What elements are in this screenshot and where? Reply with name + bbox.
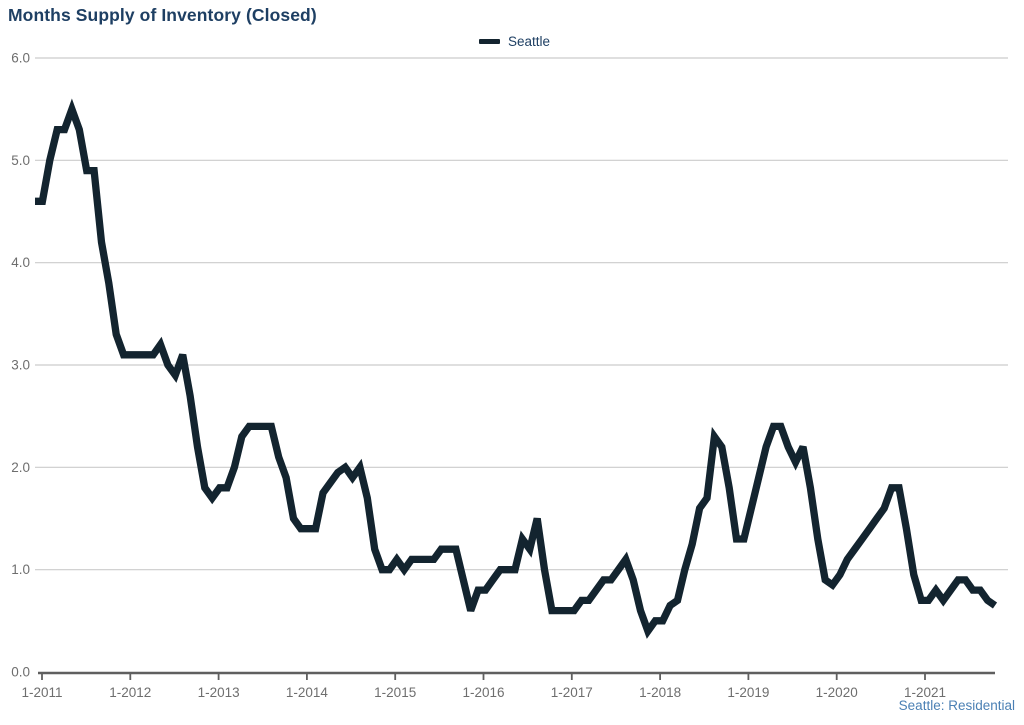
svg-text:1-2016: 1-2016: [462, 685, 504, 700]
svg-text:1-2014: 1-2014: [286, 685, 329, 700]
svg-text:6.0: 6.0: [11, 51, 30, 66]
y-axis-labels: 0.0 1.0 2.0 3.0 4.0 5.0 6.0: [11, 51, 30, 680]
svg-text:1.0: 1.0: [11, 562, 30, 577]
svg-text:1-2021: 1-2021: [904, 685, 946, 700]
svg-text:1-2011: 1-2011: [21, 685, 62, 700]
svg-text:4.0: 4.0: [11, 255, 30, 270]
legend: Seattle: [479, 34, 550, 49]
svg-text:2.0: 2.0: [11, 460, 30, 475]
svg-text:1-2019: 1-2019: [727, 685, 769, 700]
svg-text:0.0: 0.0: [11, 665, 30, 680]
gridlines: [35, 57, 1008, 571]
svg-text:3.0: 3.0: [11, 358, 30, 373]
legend-line-swatch: [479, 39, 500, 44]
svg-text:5.0: 5.0: [11, 153, 30, 168]
svg-text:1-2018: 1-2018: [639, 685, 681, 700]
svg-text:1-2017: 1-2017: [551, 685, 593, 700]
source-note: Seattle: Residential: [898, 698, 1015, 713]
svg-text:1-2015: 1-2015: [374, 685, 416, 700]
legend-series-label: Seattle: [508, 34, 551, 49]
seattle-series-line: [35, 98, 998, 639]
svg-text:1-2013: 1-2013: [198, 685, 240, 700]
x-axis-labels: 1-2011 1-2012 1-2013 1-2014 1-2015 1-2016 1-20…: [21, 673, 946, 700]
svg-text:1-2012: 1-2012: [109, 685, 151, 700]
svg-text:1-2020: 1-2020: [816, 685, 858, 700]
chart-title: Months Supply of Inventory (Closed): [8, 5, 317, 25]
